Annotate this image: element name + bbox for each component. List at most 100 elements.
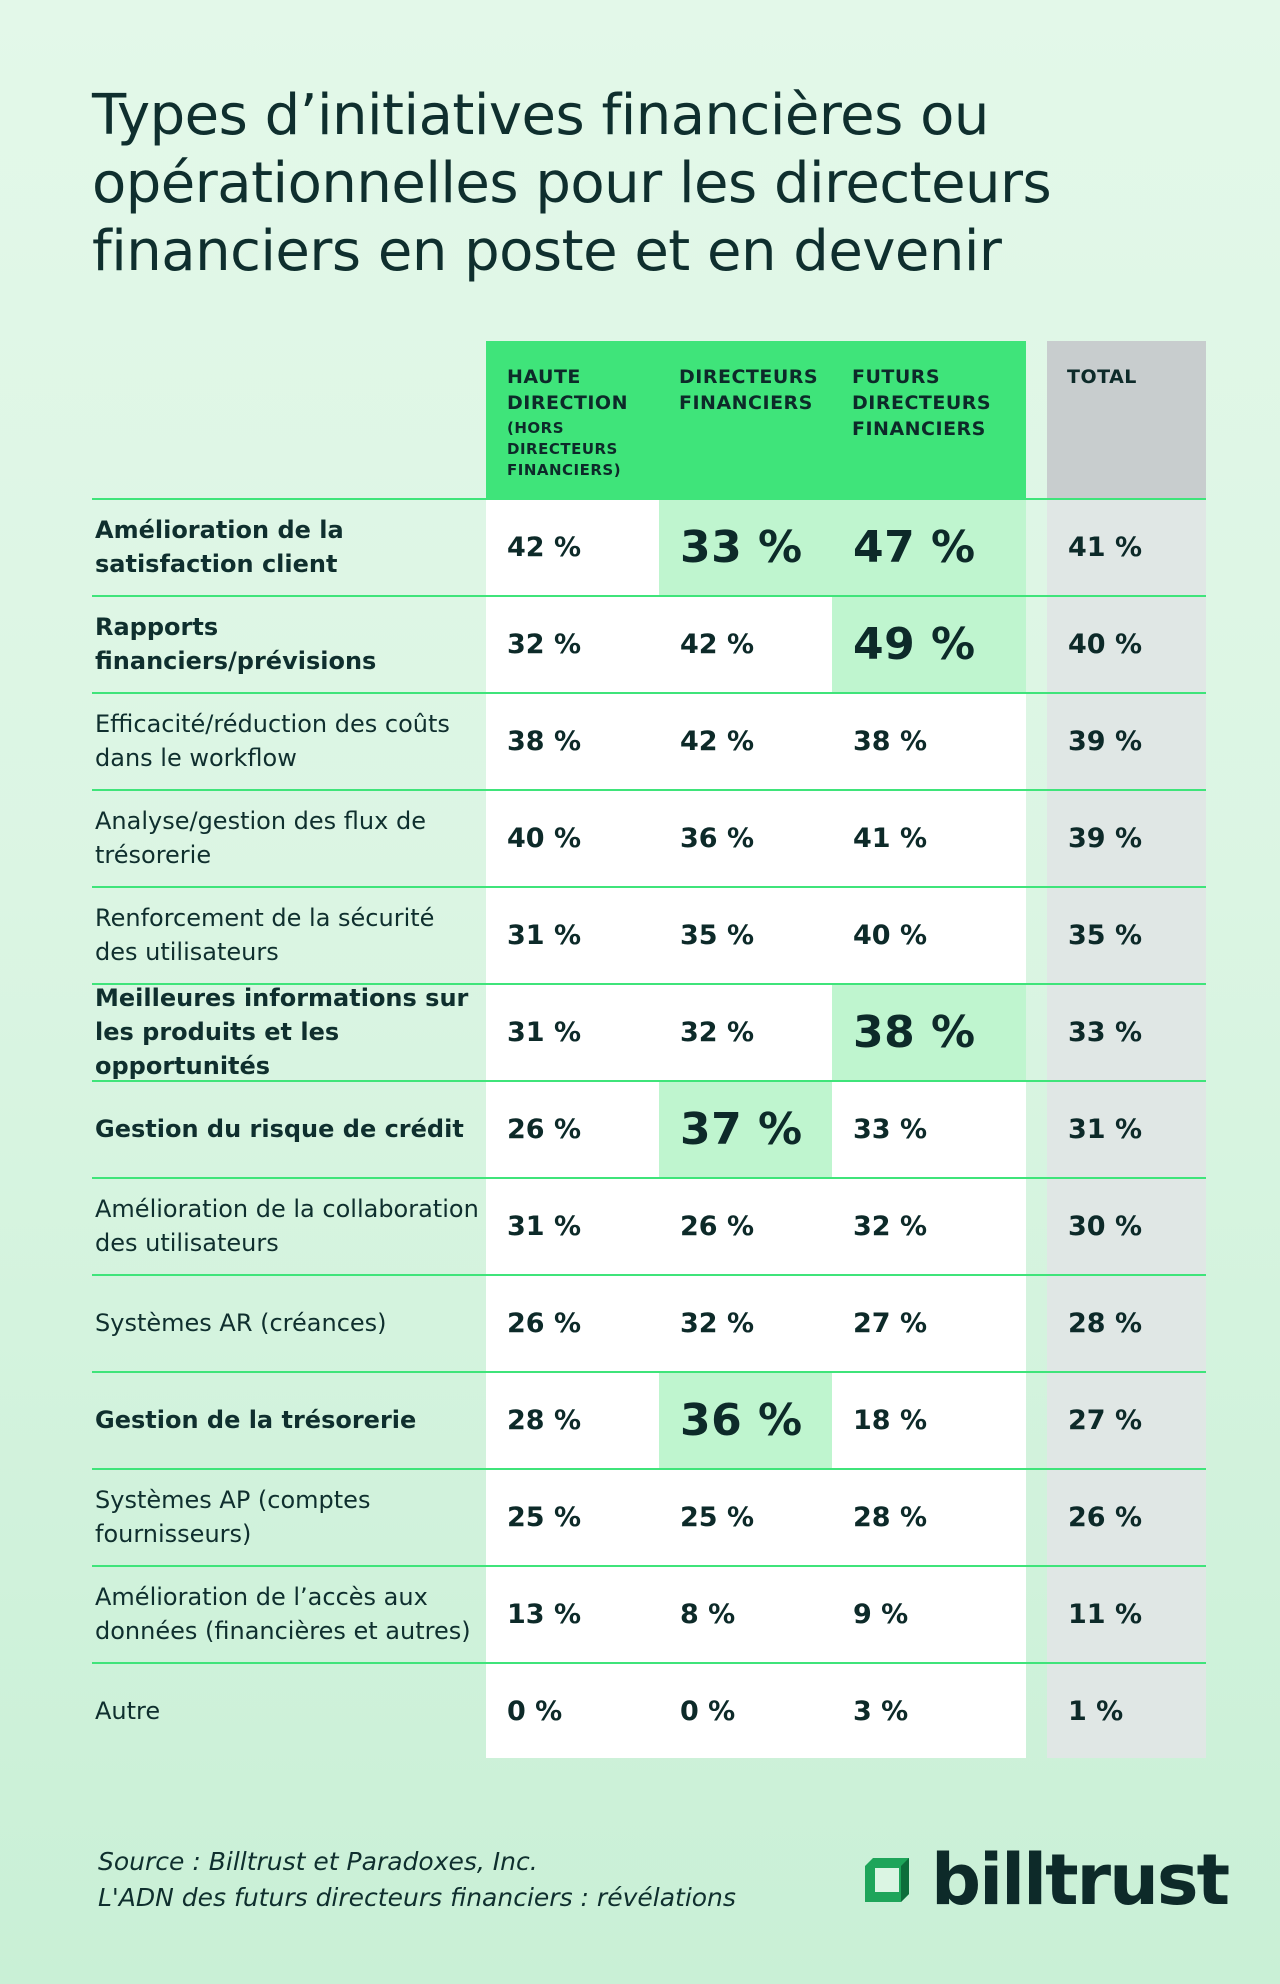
cell-futurs-directeurs: 28 %: [853, 1502, 928, 1533]
cell-haute-direction: 31 %: [507, 1211, 582, 1242]
table-row: Systèmes AP (comptes fournisseurs) 25 % 25…: [0, 1468, 1280, 1565]
logo-wordmark: billtrust: [931, 1839, 1230, 1921]
cell-directeurs-financiers: 32 %: [680, 1017, 755, 1048]
table-row: Autre 0 % 0 % 3 % 1 %: [0, 1662, 1280, 1759]
row-divider: [92, 595, 1206, 597]
row-label: Gestion de la trésorerie: [95, 1405, 417, 1434]
cell-directeurs-financiers: 32 %: [680, 1308, 755, 1339]
row-divider: [92, 1274, 1206, 1276]
cell-total: 26 %: [1068, 1502, 1143, 1533]
cell-futurs-directeurs-highlighted: 49 %: [832, 597, 1026, 692]
table-row: Amélioration de la collaboration des uti…: [0, 1177, 1280, 1274]
row-divider: [92, 1468, 1206, 1470]
row-label: Systèmes AP (comptes fournisseurs): [95, 1485, 371, 1548]
cell-futurs-directeurs: 41 %: [853, 823, 928, 854]
row-label: Renforcement de la sécurité des utilisat…: [95, 903, 435, 966]
cell-total: 39 %: [1068, 726, 1143, 757]
cell-haute-direction: 26 %: [507, 1308, 582, 1339]
cell-futurs-directeurs: 32 %: [853, 1211, 928, 1242]
cell-haute-direction: 13 %: [507, 1599, 582, 1630]
row-divider: [92, 983, 1206, 985]
cell-total: 39 %: [1068, 823, 1143, 854]
page-title: Types d’initiatives financières ou opéra…: [92, 83, 1052, 284]
row-divider: [92, 886, 1206, 888]
cell-directeurs-financiers: 25 %: [680, 1502, 755, 1533]
cell-total: 11 %: [1068, 1599, 1143, 1630]
cell-futurs-directeurs: 18 %: [853, 1405, 928, 1436]
row-divider: [92, 1565, 1206, 1567]
cell-directeurs-financiers-highlighted: 33 %: [659, 500, 832, 595]
source-line-1: Source : Billtrust et Paradoxes, Inc.: [98, 1847, 538, 1876]
row-divider: [92, 1371, 1206, 1373]
row-label: Amélioration de l’accès aux données (fin…: [95, 1582, 471, 1645]
row-divider: [92, 692, 1206, 694]
cell-haute-direction: 31 %: [507, 1017, 582, 1048]
header-band-total: [1047, 341, 1206, 500]
row-label: Autre: [95, 1696, 161, 1725]
cell-futurs-directeurs: 40 %: [853, 920, 928, 951]
total-column-background: [1047, 500, 1206, 1758]
row-label: Amélioration de la satisfaction client: [95, 515, 344, 578]
cell-total: 31 %: [1068, 1114, 1143, 1145]
cell-total: 1 %: [1068, 1696, 1124, 1727]
cell-directeurs-financiers-highlighted: 36 %: [659, 1373, 832, 1468]
cell-haute-direction: 25 %: [507, 1502, 582, 1533]
cell-futurs-directeurs: 33 %: [853, 1114, 928, 1145]
row-label: Efficacité/réduction des coûts dans le w…: [95, 709, 450, 772]
cell-futurs-directeurs-highlighted: 38 %: [832, 985, 1026, 1080]
row-divider: [92, 1080, 1206, 1082]
cell-directeurs-financiers: 36 %: [680, 823, 755, 854]
cell-haute-direction: 31 %: [507, 920, 582, 951]
row-label: Gestion du risque de crédit: [95, 1114, 464, 1143]
column-header-total: TOTAL: [1067, 366, 1137, 388]
cell-directeurs-financiers: 26 %: [680, 1211, 755, 1242]
table-row: Gestion de la trésorerie 28 % 36 % 18 % 27 %: [0, 1371, 1280, 1468]
cell-haute-direction: 0 %: [507, 1696, 563, 1727]
table-row: Systèmes AR (créances) 26 % 32 % 27 % 28 %: [0, 1274, 1280, 1371]
row-divider: [92, 498, 1206, 500]
cell-directeurs-financiers-highlighted: 37 %: [659, 1082, 832, 1177]
billtrust-logo-icon: [865, 1858, 909, 1902]
cell-total: 40 %: [1068, 629, 1143, 660]
row-divider: [92, 789, 1206, 791]
table-row: Amélioration de l’accès aux données (fin…: [0, 1565, 1280, 1662]
cell-haute-direction: 26 %: [507, 1114, 582, 1145]
cell-directeurs-financiers: 8 %: [680, 1599, 736, 1630]
table-row: Amélioration de la satisfaction client 42…: [0, 498, 1280, 595]
table-row: Analyse/gestion des flux de trésorerie 40…: [0, 789, 1280, 886]
row-label: Meilleures informations sur les produits…: [95, 983, 469, 1080]
table-row: Efficacité/réduction des coûts dans le w…: [0, 692, 1280, 789]
column-header-haute-direction-label: HAUTE DIRECTION: [507, 366, 628, 414]
cell-futurs-directeurs: 38 %: [853, 726, 928, 757]
header-band-green: [486, 341, 1026, 500]
cell-directeurs-financiers: 42 %: [680, 629, 755, 660]
cell-futurs-directeurs: 3 %: [853, 1696, 909, 1727]
cell-total: 33 %: [1068, 1017, 1143, 1048]
table-row: Rapports financiers/prévisions 32 % 42 % 49…: [0, 595, 1280, 692]
column-header-directeurs-financiers: DIRECTEURS FINANCIERS: [679, 366, 819, 414]
cell-total: 41 %: [1068, 532, 1143, 563]
cell-directeurs-financiers: 35 %: [680, 920, 755, 951]
cell-futurs-directeurs-highlighted: 47 %: [832, 500, 1026, 595]
cell-haute-direction: 28 %: [507, 1405, 582, 1436]
column-header-futurs-directeurs: FUTURS DIRECTEURS FINANCIERS: [852, 366, 992, 440]
column-header-haute-direction: HAUTE DIRECTION (HORS DIRECTEURS FINANCI…: [507, 364, 657, 481]
row-divider: [92, 1662, 1206, 1664]
cell-futurs-directeurs: 27 %: [853, 1308, 928, 1339]
row-label: Rapports financiers/prévisions: [95, 612, 377, 675]
cell-haute-direction: 38 %: [507, 726, 582, 757]
cell-haute-direction: 42 %: [507, 532, 582, 563]
cell-total: 28 %: [1068, 1308, 1143, 1339]
cell-directeurs-financiers: 0 %: [680, 1696, 736, 1727]
cell-futurs-directeurs: 9 %: [853, 1599, 909, 1630]
source-note: Source : Billtrust et Paradoxes, Inc. L'…: [98, 1844, 736, 1916]
cell-total: 30 %: [1068, 1211, 1143, 1242]
column-header-haute-direction-sub: (HORS DIRECTEURS FINANCIERS): [507, 419, 622, 479]
cell-haute-direction: 40 %: [507, 823, 582, 854]
cell-haute-direction: 32 %: [507, 629, 582, 660]
cell-total: 35 %: [1068, 920, 1143, 951]
row-label: Amélioration de la collaboration des uti…: [95, 1194, 479, 1257]
cell-directeurs-financiers: 42 %: [680, 726, 755, 757]
table-row: Meilleures informations sur les produits…: [0, 983, 1280, 1080]
row-divider: [92, 1177, 1206, 1179]
